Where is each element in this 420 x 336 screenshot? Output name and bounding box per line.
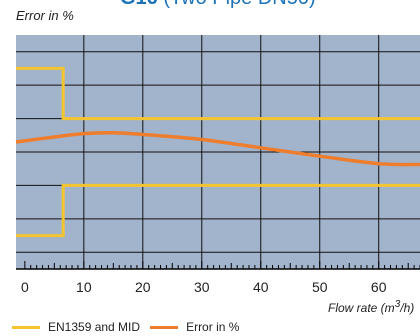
x-tick-label: 30: [194, 279, 210, 295]
chart-title-main: G16: [120, 0, 158, 9]
error-curve: [15, 130, 420, 167]
x-tick-label: 50: [312, 279, 328, 295]
x-axis-label: Flow rate (m3/h): [328, 299, 415, 315]
x-tick-labels: 0 10 20 30 40 50 60: [21, 279, 387, 295]
x-tick-label: 10: [76, 279, 92, 295]
upper-limit-line: [16, 66, 420, 121]
series-lines: [15, 66, 420, 238]
x-tick-label: 40: [253, 279, 269, 295]
legend: EN1359 and MID Error in %: [12, 318, 249, 336]
legend-label-limits: EN1359 and MID: [48, 320, 141, 334]
chart-title: G16 (Two Pipe DN50): [120, 0, 420, 10]
legend-item-limits: EN1359 and MID: [12, 320, 140, 334]
legend-item-error: Error in %: [150, 320, 239, 334]
chart-title-sub: (Two Pipe DN50): [163, 0, 315, 9]
lower-limit-line: [16, 183, 420, 238]
line-chart: 0 10 20 30 40 50 60: [15, 35, 420, 295]
x-tick-label: 0: [21, 279, 29, 295]
legend-label-error: Error in %: [186, 320, 240, 334]
x-tick-label: 60: [371, 279, 387, 295]
legend-swatch-limits: [12, 325, 40, 329]
y-axis-label: Error in %: [16, 8, 74, 23]
x-tick-label: 20: [135, 279, 151, 295]
legend-swatch-error: [150, 325, 179, 329]
